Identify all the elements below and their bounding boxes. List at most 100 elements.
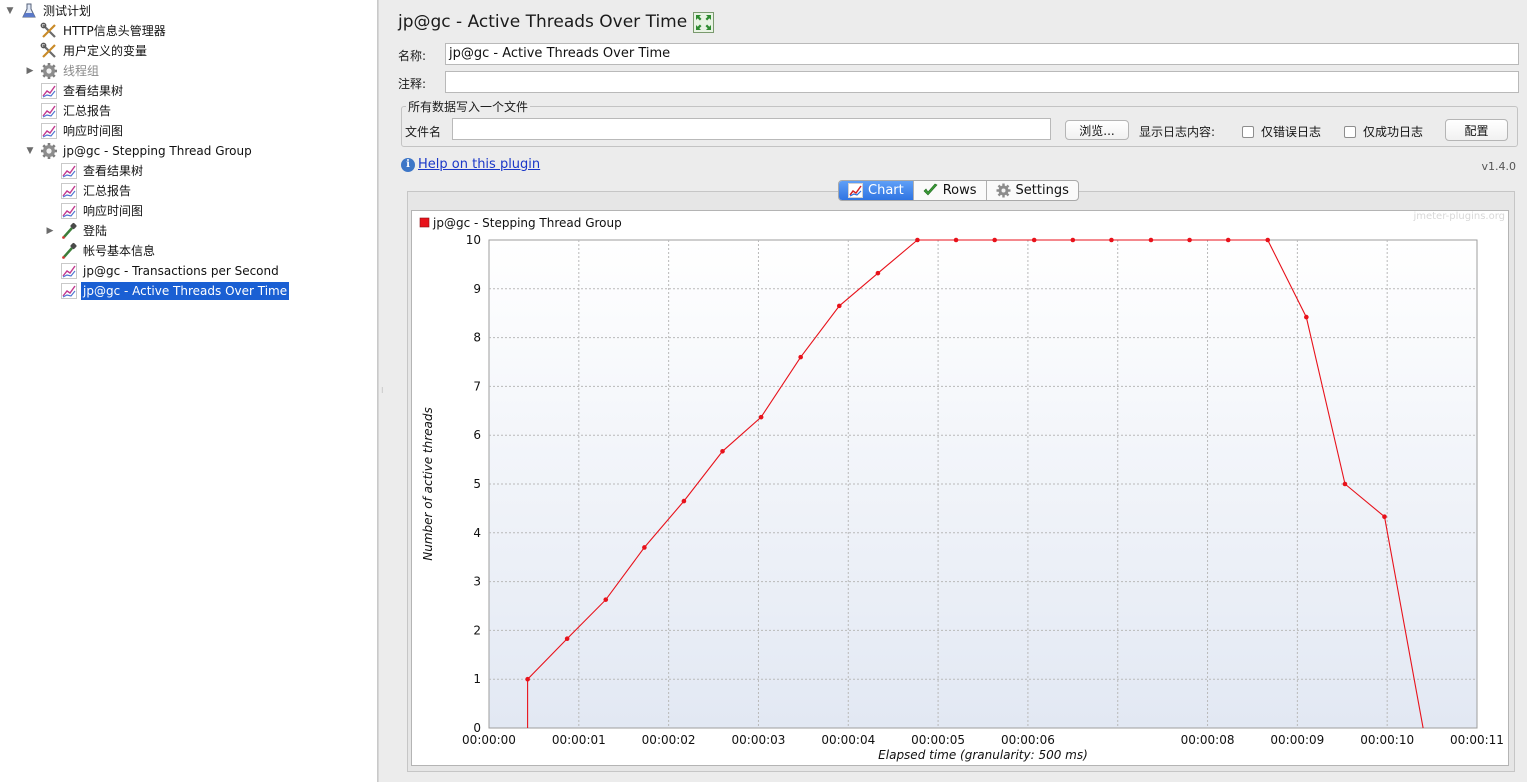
name-field[interactable]: jp@gc - Active Threads Over Time bbox=[445, 43, 1519, 65]
tab-chart[interactable]: Chart bbox=[839, 181, 914, 200]
test-plan-tree[interactable]: ▼ 测试计划 HTTP信息头管理器 用户定义的变量 ▶ 线程组 查看结果树 汇总报告 响应时间图… bbox=[0, 0, 378, 782]
tree-node-label: 响应时间图 bbox=[83, 204, 144, 218]
tree-node-label: 查看结果树 bbox=[83, 164, 144, 178]
write-results-fieldset bbox=[401, 106, 1518, 147]
data-point bbox=[1187, 237, 1192, 243]
data-point bbox=[1148, 237, 1154, 243]
data-point bbox=[681, 498, 687, 504]
tree-node[interactable]: ▼ 测试计划 bbox=[4, 1, 93, 21]
version-label: v1.4.0 bbox=[1481, 160, 1517, 173]
data-point bbox=[992, 237, 997, 243]
collapse-right-icon[interactable]: ▶ bbox=[46, 226, 54, 236]
tree-node[interactable]: 汇总报告 bbox=[44, 181, 133, 201]
tab-settings[interactable]: Settings bbox=[987, 181, 1078, 200]
tab-chart-label: Chart bbox=[868, 183, 904, 198]
tree-node[interactable]: 查看结果树 bbox=[44, 161, 145, 181]
y-tick-label: 6 bbox=[473, 428, 481, 442]
fieldset-legend: 所有数据写入一个文件 bbox=[406, 98, 531, 115]
log-display-label: 显示日志内容: bbox=[1139, 125, 1216, 139]
tree-node[interactable]: jp@gc - Active Threads Over Time bbox=[44, 281, 290, 301]
filename-field[interactable] bbox=[452, 118, 1051, 140]
expand-icon[interactable] bbox=[693, 12, 714, 33]
name-label: 名称: bbox=[398, 49, 427, 63]
tree-node[interactable]: 汇总报告 bbox=[24, 101, 113, 121]
data-point bbox=[953, 237, 959, 243]
tree-indent-spacer bbox=[24, 25, 36, 37]
x-tick-label: 00:00:08 bbox=[1181, 733, 1235, 747]
legend-label: jp@gc - Stepping Thread Group bbox=[432, 216, 622, 230]
data-point bbox=[564, 636, 570, 641]
tree-node-label: 帐号基本信息 bbox=[83, 244, 156, 258]
errors-only-label: 仅错误日志 bbox=[1261, 125, 1322, 139]
x-tick-label: 00:00:10 bbox=[1360, 733, 1414, 747]
tab-rows[interactable]: Rows bbox=[914, 181, 987, 200]
x-tick-label: 00:00:09 bbox=[1270, 733, 1324, 747]
tree-node[interactable]: HTTP信息头管理器 bbox=[24, 21, 168, 41]
collapse-right-icon[interactable]: ▶ bbox=[26, 66, 34, 76]
data-point bbox=[525, 676, 530, 682]
tree-node[interactable]: 帐号基本信息 bbox=[44, 241, 157, 261]
y-tick-label: 5 bbox=[473, 477, 481, 491]
y-tick-label: 3 bbox=[473, 575, 481, 589]
x-tick-label: 00:00:03 bbox=[732, 733, 786, 747]
x-tick-label: 00:00:05 bbox=[911, 733, 965, 747]
y-tick-label: 4 bbox=[473, 526, 481, 540]
expand-down-icon[interactable]: ▼ bbox=[26, 146, 34, 156]
legend-swatch bbox=[419, 217, 430, 228]
x-tick-label: 00:00:02 bbox=[642, 733, 696, 747]
tree-node-label: 汇总报告 bbox=[83, 184, 132, 198]
tab-settings-label: Settings bbox=[1015, 183, 1069, 198]
tree-node-label: jp@gc - Transactions per Second bbox=[83, 264, 279, 278]
expand-down-icon[interactable]: ▼ bbox=[6, 6, 14, 16]
listener-panel: jp@gc - Active Threads Over Time 名称: jp@… bbox=[388, 0, 1527, 782]
data-point bbox=[1070, 237, 1076, 243]
chart-icon bbox=[848, 183, 863, 198]
gear-icon bbox=[40, 62, 58, 80]
tree-node[interactable]: 用户定义的变量 bbox=[24, 41, 149, 61]
data-point bbox=[603, 597, 609, 602]
y-tick-label: 7 bbox=[473, 379, 481, 393]
graph-icon bbox=[60, 182, 78, 200]
tree-node[interactable]: ▶ 线程组 bbox=[24, 61, 101, 81]
configure-button[interactable]: 配置 bbox=[1445, 119, 1508, 141]
x-axis-title: Elapsed time (granularity: 500 ms) bbox=[878, 748, 1088, 762]
browse-button[interactable]: 浏览... bbox=[1065, 120, 1129, 140]
graph-icon bbox=[60, 202, 78, 220]
tree-node-label: 汇总报告 bbox=[63, 104, 112, 118]
y-axis-title: Number of active threads bbox=[421, 407, 435, 561]
tree-node[interactable]: ▶ 登陆 bbox=[44, 221, 109, 241]
checkmark-icon bbox=[923, 183, 938, 196]
tree-node[interactable]: jp@gc - Transactions per Second bbox=[44, 261, 281, 281]
gear-icon bbox=[996, 183, 1011, 198]
tree-indent-spacer bbox=[24, 85, 36, 97]
help-link[interactable]: Help on this plugin bbox=[418, 157, 541, 172]
tree-node-label: jp@gc - Stepping Thread Group bbox=[63, 144, 252, 158]
tree-node-label: 测试计划 bbox=[43, 4, 92, 18]
tree-node[interactable]: 查看结果树 bbox=[24, 81, 125, 101]
data-point bbox=[1109, 237, 1114, 243]
checkbox-box[interactable] bbox=[1242, 125, 1254, 138]
errors-only-checkbox[interactable]: 仅错误日志 bbox=[1242, 123, 1321, 140]
data-point bbox=[1031, 237, 1037, 243]
y-tick-label: 8 bbox=[473, 331, 481, 345]
tab-rows-label: Rows bbox=[942, 183, 977, 198]
tree-node-label: 登陆 bbox=[83, 224, 108, 238]
divider-grip-icon[interactable]: ⁝ bbox=[381, 386, 384, 395]
tree-node[interactable]: ▼ jp@gc - Stepping Thread Group bbox=[24, 141, 254, 161]
tree-indent-spacer bbox=[44, 185, 56, 197]
data-point bbox=[720, 449, 725, 454]
split-pane-divider[interactable]: ⁝ bbox=[378, 0, 388, 782]
checkbox-box[interactable] bbox=[1344, 125, 1356, 138]
comment-field[interactable] bbox=[445, 71, 1519, 93]
tree-node[interactable]: 响应时间图 bbox=[24, 121, 125, 141]
tree-indent-spacer bbox=[24, 45, 36, 57]
success-only-checkbox[interactable]: 仅成功日志 bbox=[1344, 123, 1423, 140]
x-tick-label: 00:00:00 bbox=[462, 733, 516, 747]
tree-indent-spacer bbox=[44, 265, 56, 277]
tree-node[interactable]: 响应时间图 bbox=[44, 201, 145, 221]
graph-icon bbox=[60, 262, 78, 280]
x-tick-label: 00:00:11 bbox=[1450, 733, 1504, 747]
y-tick-label: 9 bbox=[473, 282, 481, 296]
data-point bbox=[1304, 314, 1309, 320]
wrench-screwdriver-icon bbox=[40, 22, 58, 40]
